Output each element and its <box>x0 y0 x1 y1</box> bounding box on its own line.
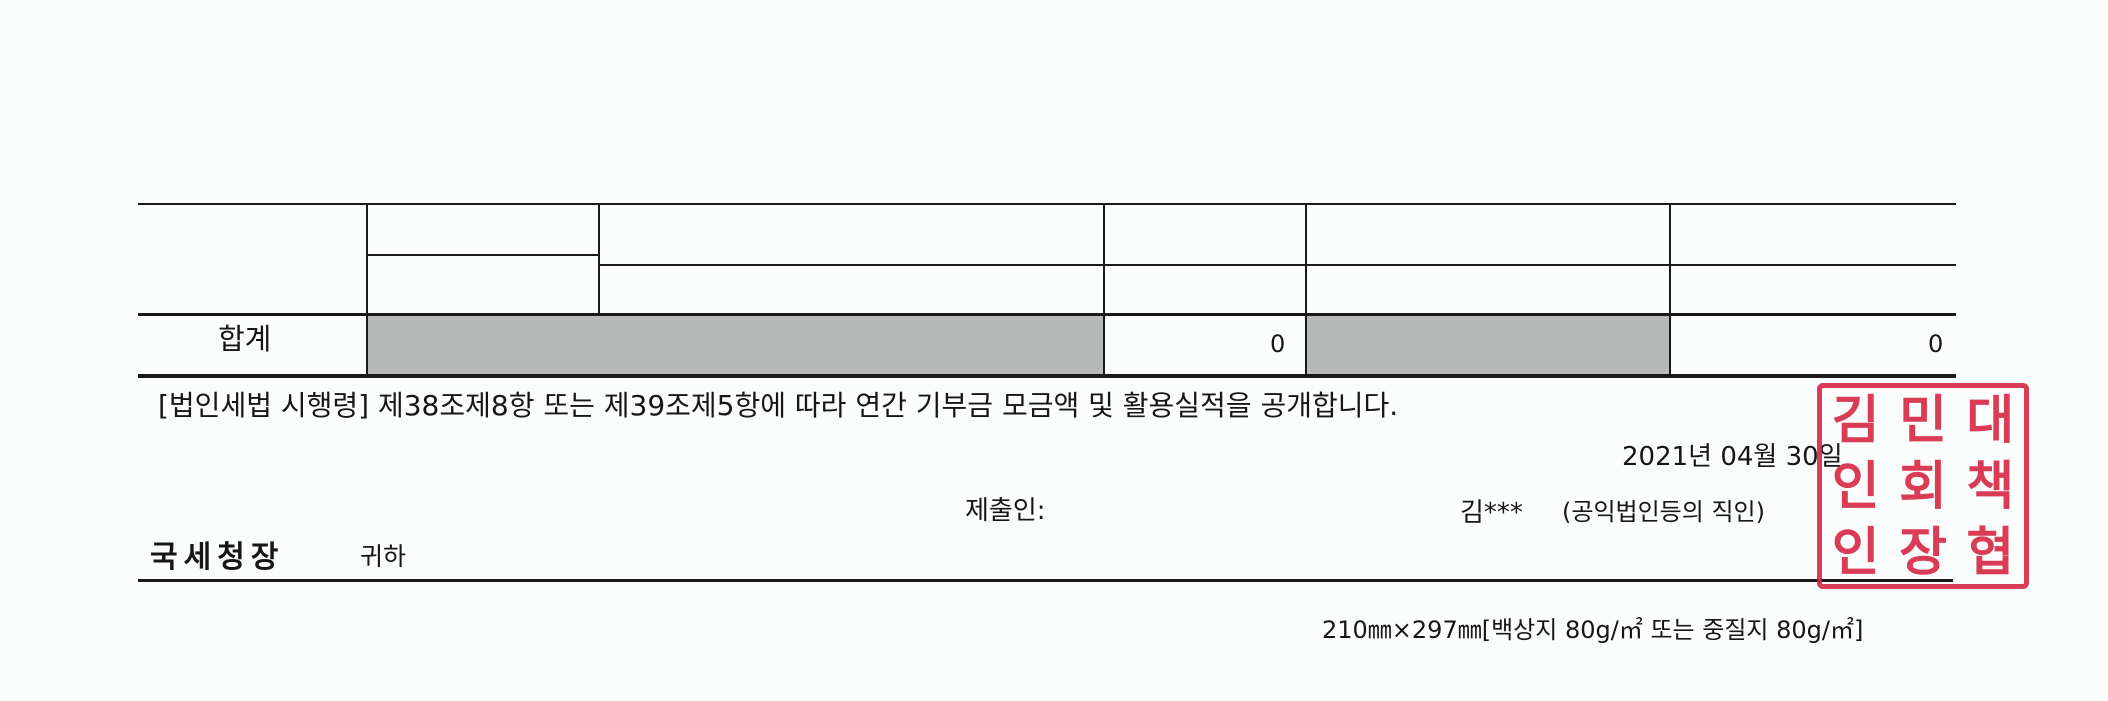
recipient: 국세청장 <box>150 540 285 575</box>
seal-char: 대 <box>1966 391 2015 451</box>
col-divider <box>598 204 600 316</box>
total-row-top-border <box>138 313 1956 316</box>
row-divider <box>366 254 598 256</box>
table-top-border <box>138 203 1956 205</box>
recipient-suffix: 귀하 <box>360 542 407 571</box>
seal-char: 인 <box>1831 457 1880 517</box>
paper-spec: 210㎜×297㎜[백상지 80g/㎡ 또는 중질지 80g/㎡] <box>1322 616 1864 644</box>
col-divider <box>366 204 368 376</box>
col-divider <box>1103 204 1105 376</box>
total-value-1: 0 <box>1270 330 1286 358</box>
seal-char: 책 <box>1966 457 2015 517</box>
col-divider <box>1669 204 1671 376</box>
total-shaded-cell <box>368 316 1103 374</box>
seal-note: (공익법인등의 직인) <box>1562 498 1765 526</box>
seal-char: 장 <box>1899 523 1947 583</box>
table-bottom-border <box>138 374 1956 378</box>
seal-char: 민 <box>1899 391 1947 451</box>
total-shaded-cell <box>1307 316 1669 374</box>
seal-char: 협 <box>1966 523 2015 583</box>
seal-char: 김 <box>1831 391 1880 451</box>
total-value-2: 0 <box>1928 330 1944 358</box>
submitter-label: 제출인: <box>965 496 1046 526</box>
submission-date: 2021년 04월 30일 <box>1622 442 1843 472</box>
submitter-name: 김*** <box>1460 498 1523 528</box>
footer-divider <box>138 579 1953 582</box>
row-divider <box>598 264 1956 266</box>
official-seal-stamp: 김 민 대 인 회 책 인 장 협 <box>1817 383 2029 589</box>
col-divider <box>1305 204 1307 376</box>
seal-char: 회 <box>1899 457 1947 517</box>
total-label: 합계 <box>218 322 272 356</box>
disclosure-notice: [법인세법 시행령] 제38조제8항 또는 제39조제5항에 따라 연간 기부금… <box>158 389 1399 422</box>
seal-char: 인 <box>1831 523 1880 583</box>
